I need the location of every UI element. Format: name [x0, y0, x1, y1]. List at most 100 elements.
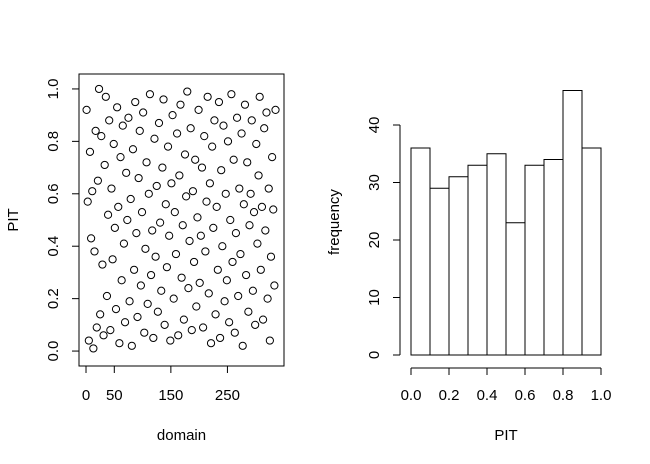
point: [254, 171, 263, 180]
y-tick-label: 0.6: [45, 183, 62, 204]
point: [269, 205, 278, 214]
point: [245, 221, 254, 230]
point: [139, 108, 148, 117]
point: [211, 310, 220, 319]
bar: [448, 176, 469, 356]
point: [153, 307, 162, 316]
point: [188, 187, 198, 196]
point: [244, 307, 253, 316]
point: [119, 239, 129, 248]
point: [187, 325, 196, 335]
y-tick-label: 0.2: [45, 288, 62, 309]
point: [266, 252, 276, 261]
point: [107, 184, 116, 193]
point: [151, 252, 160, 261]
point: [203, 92, 212, 101]
bar: [467, 164, 488, 356]
point: [237, 129, 246, 138]
x-axis-label: domain: [157, 427, 206, 444]
point: [168, 111, 177, 120]
point: [196, 231, 205, 240]
point: [235, 184, 244, 193]
y-axis-label: PIT: [5, 208, 22, 231]
point: [247, 116, 256, 125]
point: [132, 229, 141, 238]
point: [83, 197, 92, 206]
point: [103, 210, 113, 219]
y-tick-label: 20: [366, 232, 383, 249]
x-tick-label: 0.6: [515, 387, 536, 404]
point: [85, 147, 95, 156]
point: [161, 200, 170, 209]
bar: [524, 164, 545, 356]
point: [268, 152, 277, 162]
point: [154, 118, 164, 128]
x-tick-label: 250: [215, 387, 240, 404]
x-tick-label: 50: [106, 387, 123, 404]
point: [171, 249, 181, 259]
point: [91, 126, 100, 135]
point: [122, 168, 131, 177]
point: [160, 320, 169, 329]
bar: [486, 153, 507, 356]
point: [261, 226, 270, 235]
point: [248, 286, 257, 295]
point: [262, 108, 271, 117]
point: [195, 278, 204, 288]
point: [227, 90, 236, 99]
point: [271, 105, 280, 115]
point: [143, 299, 152, 308]
point: [158, 163, 167, 172]
point: [257, 202, 267, 211]
point: [126, 194, 135, 204]
point: [219, 121, 228, 130]
point: [137, 208, 147, 217]
point: [116, 152, 125, 162]
point: [134, 173, 143, 183]
point: [204, 289, 213, 298]
point: [115, 339, 124, 348]
point: [167, 179, 176, 188]
point: [124, 113, 133, 122]
point: [258, 315, 268, 324]
point: [263, 294, 272, 303]
bar: [505, 222, 526, 356]
point: [148, 226, 157, 235]
x-tick-label: 0.4: [477, 387, 498, 404]
bar: [429, 187, 450, 356]
point: [133, 312, 142, 322]
y-tick-label: 0.0: [45, 341, 62, 362]
point: [185, 236, 194, 246]
point: [255, 92, 264, 101]
point: [222, 276, 231, 285]
point: [210, 116, 219, 125]
point: [149, 333, 158, 343]
x-tick-label: 0.2: [439, 387, 460, 404]
point: [140, 328, 149, 337]
point: [100, 160, 109, 170]
point: [230, 328, 239, 337]
point: [193, 213, 202, 222]
point: [225, 318, 234, 327]
point: [191, 155, 200, 164]
point: [94, 84, 104, 94]
point: [110, 223, 119, 232]
point: [214, 97, 224, 107]
point: [209, 223, 218, 232]
point: [232, 113, 242, 122]
point: [238, 341, 247, 350]
point: [114, 202, 123, 211]
point: [252, 139, 261, 149]
point: [125, 297, 134, 306]
x-axis-label: PIT: [494, 427, 517, 444]
point: [189, 257, 199, 267]
point: [142, 158, 151, 167]
point: [223, 137, 233, 146]
point: [226, 215, 235, 225]
point: [120, 318, 130, 327]
point: [177, 273, 186, 282]
point: [236, 249, 245, 259]
point: [109, 139, 118, 149]
point: [106, 325, 115, 335]
